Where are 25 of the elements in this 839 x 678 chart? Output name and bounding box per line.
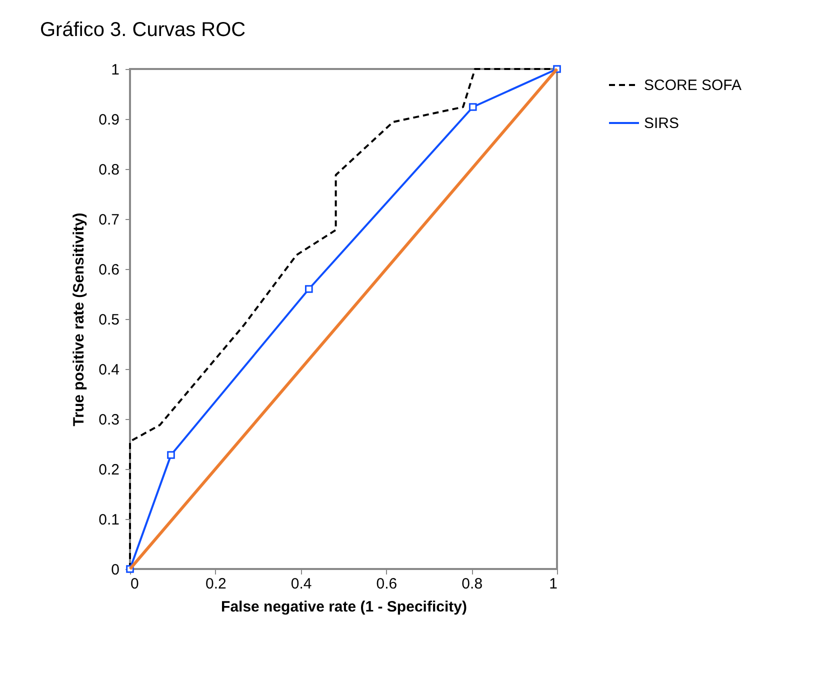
y-tick-label: 0.4 [98, 362, 120, 378]
chart-title: Gráfico 3. Curvas ROC [40, 19, 246, 41]
x-tick-label: 1 [549, 576, 558, 592]
point [305, 285, 313, 293]
point [167, 451, 175, 459]
x-tick-label: 0.4 [290, 576, 312, 592]
y-tick-label: 0.7 [98, 212, 120, 228]
y-tick-label: 1 [111, 62, 120, 78]
y-tick-label: 0 [111, 562, 120, 578]
y-tick-label: 0.3 [98, 412, 120, 428]
y-tick-label: 0.9 [98, 112, 120, 128]
y-tick-label: 0.5 [98, 312, 120, 328]
y-tick-label: 0.8 [98, 162, 120, 178]
y-axis-title: True positive rate (Sensitivity) [70, 212, 88, 426]
x-axis-title: False negative rate (1 - Specificity) [221, 598, 467, 616]
legend-label: SCORE SOFA [644, 77, 742, 94]
point [468, 103, 477, 111]
x-tick-label: 0 [130, 576, 139, 592]
x-tick-label: 0.2 [205, 576, 226, 592]
y-tick-label: 0.1 [98, 512, 120, 528]
x-tick-label: 0.8 [462, 576, 483, 592]
y-tick-label: 0.6 [98, 262, 120, 278]
legend-label: SIRS [644, 115, 680, 132]
y-tick-label: 0.2 [98, 462, 120, 478]
x-tick-label: 0.6 [376, 576, 398, 592]
